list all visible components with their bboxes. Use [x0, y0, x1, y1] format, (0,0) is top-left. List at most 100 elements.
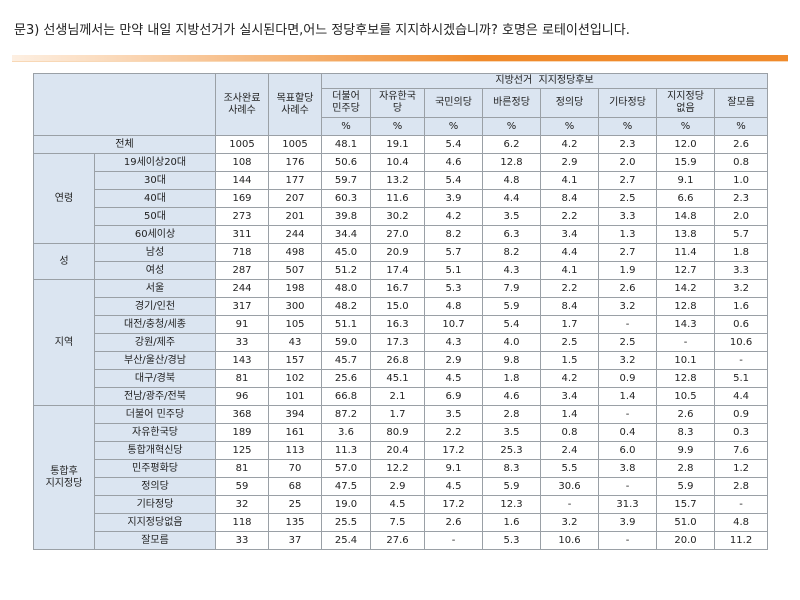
- table-row: 지역 서울 244 198 48.0 16.7 5.3 7.9 2.2 2.6 14.2 3.2: [33, 279, 769, 406]
- value-cell: 1005: [215, 135, 269, 154]
- value-cell: 101: [268, 387, 322, 406]
- value-cell: 13.2: [370, 171, 425, 190]
- value-cell: 43: [268, 333, 322, 352]
- value-cell: 4.4: [482, 189, 541, 208]
- value-cell: 14.3: [656, 315, 715, 334]
- value-cell: 13.8: [656, 225, 715, 244]
- value-cell: 9.1: [656, 171, 715, 190]
- table-row: 경기/인천 317 300 48.2 15.0 4.8 5.9 8.4 3.2 12.8 1.6: [34, 297, 769, 316]
- table-row: 지지정당없음 118 135 25.5 7.5 2.6 1.6 3.2 3.9 51.0 4.8: [34, 513, 769, 532]
- value-cell: -: [540, 495, 599, 514]
- header-corner: [33, 73, 216, 136]
- value-cell: 81: [215, 369, 269, 388]
- value-cell: 5.3: [424, 279, 483, 298]
- row-label: 통합개혁신당: [94, 441, 216, 460]
- value-cell: 5.4: [424, 171, 483, 190]
- party-header: 지지정당 없음: [656, 88, 715, 118]
- value-cell: 10.1: [656, 351, 715, 370]
- value-cell: 6.9: [424, 387, 483, 406]
- value-cell: 17.2: [424, 441, 483, 460]
- value-cell: 25.4: [321, 531, 371, 550]
- value-cell: 718: [215, 243, 269, 262]
- value-cell: 144: [215, 171, 269, 190]
- value-cell: -: [598, 315, 657, 334]
- value-cell: -: [713, 351, 769, 370]
- value-cell: 45.0: [321, 243, 371, 262]
- value-cell: 59.7: [321, 171, 371, 190]
- value-cell: 4.2: [540, 135, 599, 154]
- value-cell: 4.2: [424, 207, 483, 226]
- value-cell: 5.4: [482, 315, 541, 334]
- party-header: 기타정당: [598, 88, 657, 118]
- value-cell: 12.7: [656, 261, 715, 280]
- value-cell: 96: [215, 387, 269, 406]
- value-cell: 317: [215, 297, 269, 316]
- value-cell: 189: [215, 423, 269, 442]
- value-cell: 33: [215, 531, 269, 550]
- row-label: 강원/제주: [94, 333, 216, 352]
- value-cell: 2.4: [540, 441, 599, 460]
- value-cell: 26.8: [370, 351, 425, 370]
- value-cell: 2.6: [598, 279, 657, 298]
- value-cell: 4.4: [713, 387, 769, 406]
- value-cell: 3.2: [713, 279, 769, 298]
- value-cell: 8.4: [540, 297, 599, 316]
- row-label: 30대: [94, 171, 216, 190]
- value-cell: 2.0: [598, 153, 657, 172]
- value-cell: 1.4: [540, 405, 599, 424]
- value-cell: 2.3: [713, 189, 769, 208]
- value-cell: 1.7: [540, 315, 599, 334]
- table-row: 대전/충청/세종 91 105 51.1 16.3 10.7 5.4 1.7-14.3 0.6: [34, 315, 769, 334]
- value-cell: 287: [215, 261, 269, 280]
- value-cell: 2.9: [540, 153, 599, 172]
- table-row: 연령 19세이상20대 108 176 50.6 10.4 4.6 12.8 2.9 2.0 15.…: [33, 153, 769, 244]
- value-cell: 118: [215, 513, 269, 532]
- table-row: 기타정당 32 25 19.0 4.5 17.2 12.3-31.3 15.7-: [34, 495, 769, 514]
- table-row: 자유한국당 189 161 3.6 80.9 2.2 3.5 0.8 0.4 8.3 0.3: [34, 423, 769, 442]
- value-cell: 2.6: [424, 513, 483, 532]
- row-label: 더불어 민주당: [94, 405, 216, 424]
- value-cell: 2.6: [656, 405, 715, 424]
- value-cell: 32: [215, 495, 269, 514]
- row-label: 경기/인천: [94, 297, 216, 316]
- value-cell: 8.3: [482, 459, 541, 478]
- value-cell: 2.5: [598, 189, 657, 208]
- value-cell: 57.0: [321, 459, 371, 478]
- value-cell: 201: [268, 207, 322, 226]
- value-cell: 3.2: [598, 351, 657, 370]
- value-cell: 9.8: [482, 351, 541, 370]
- value-cell: 66.8: [321, 387, 371, 406]
- value-cell: 0.9: [713, 405, 769, 424]
- value-cell: 81: [215, 459, 269, 478]
- value-cell: 12.8: [656, 369, 715, 388]
- value-cell: 5.9: [482, 477, 541, 496]
- value-cell: 1.6: [482, 513, 541, 532]
- row-label: 19세이상20대: [94, 153, 216, 172]
- value-cell: 51.0: [656, 513, 715, 532]
- value-cell: 8.2: [482, 243, 541, 262]
- value-cell: 2.5: [598, 333, 657, 352]
- value-cell: 102: [268, 369, 322, 388]
- value-cell: 176: [268, 153, 322, 172]
- value-cell: 311: [215, 225, 269, 244]
- table-row: 대구/경북 81 102 25.6 45.1 4.5 1.8 4.2 0.9 12.8 5.1: [34, 369, 769, 388]
- value-cell: 30.2: [370, 207, 425, 226]
- value-cell: -: [424, 531, 483, 550]
- party-header: 국민의당: [424, 88, 483, 118]
- value-cell: 20.9: [370, 243, 425, 262]
- unit-cell: %: [598, 117, 657, 136]
- row-label: 여성: [94, 261, 216, 280]
- table-row: 통합개혁신당 125 113 11.3 20.4 17.2 25.3 2.4 6.0 9.9 7.6: [34, 441, 769, 460]
- unit-cell: %: [482, 117, 541, 136]
- value-cell: 5.7: [713, 225, 769, 244]
- value-cell: 1.4: [598, 387, 657, 406]
- value-cell: 0.3: [713, 423, 769, 442]
- value-cell: 394: [268, 405, 322, 424]
- value-cell: 10.6: [540, 531, 599, 550]
- value-cell: 16.7: [370, 279, 425, 298]
- value-cell: 19.0: [321, 495, 371, 514]
- table-row: 30대 144 177 59.7 13.2 5.4 4.8 4.1 2.7 9.1 1.0: [34, 171, 769, 190]
- table-row: 50대 273 201 39.8 30.2 4.2 3.5 2.2 3.3 14.8 2.0: [34, 207, 769, 226]
- value-cell: 125: [215, 441, 269, 460]
- value-cell: 6.2: [482, 135, 541, 154]
